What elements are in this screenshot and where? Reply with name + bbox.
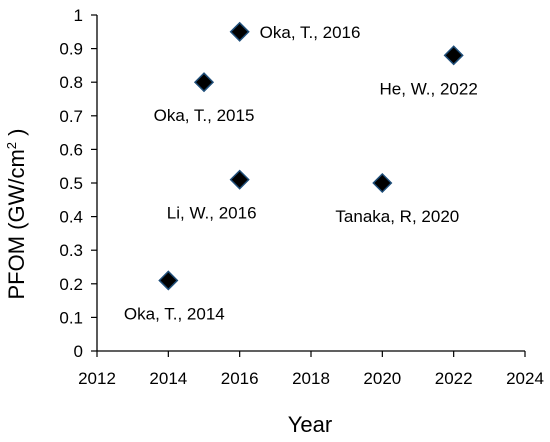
y-tick-label: 0.1 — [59, 308, 83, 327]
y-axis-title-superscript: 2 — [4, 142, 19, 149]
y-tick-label: 0.4 — [59, 208, 83, 227]
data-points — [158, 21, 464, 291]
y-axis-title-end: ) — [4, 129, 29, 142]
point-annotations: Oka, T., 2014 Oka, T., 2015 Oka, T., 2016 L… — [124, 23, 478, 324]
x-tick-label: 2012 — [78, 369, 116, 388]
x-tick-label: 2022 — [435, 369, 473, 388]
data-point-diamond — [229, 21, 250, 42]
y-tick-label: 0.8 — [59, 73, 83, 92]
point-annotation-label: Oka, T., 2015 — [154, 106, 255, 125]
y-tick-label: 0.2 — [59, 275, 83, 294]
y-tick-label: 0.7 — [59, 107, 83, 126]
data-point-diamond — [372, 172, 393, 194]
x-tick-label: 2020 — [363, 369, 401, 388]
y-axis-title: PFOM (GW/cm2 ) — [4, 129, 29, 300]
data-point-diamond — [158, 270, 179, 291]
y-tick-label: 0.9 — [59, 40, 83, 59]
point-annotation-label: Tanaka, R, 2020 — [335, 207, 459, 226]
y-tick-label: 1 — [74, 6, 83, 25]
data-point-diamond — [193, 72, 215, 93]
data-point-diamond — [229, 169, 250, 190]
data-point-diamond — [443, 45, 464, 66]
ticks: 0 0.1 0.2 0.3 0.4 0.5 0.6 0.7 0.8 0.9 1 2012 2014 201… — [59, 6, 544, 388]
point-annotation-label: Li, W., 2016 — [167, 204, 257, 223]
x-axis-title: Year — [288, 412, 332, 437]
y-tick-label: 0.6 — [59, 140, 83, 159]
point-annotation-label: Oka, T., 2014 — [124, 304, 225, 323]
x-tick-label: 2018 — [292, 369, 330, 388]
y-axis-title-main: PFOM (GW/cm — [4, 149, 29, 299]
x-tick-label: 2014 — [149, 369, 187, 388]
y-tick-label: 0 — [74, 342, 83, 361]
point-annotation-label: Oka, T., 2016 — [260, 23, 361, 42]
x-tick-label: 2024 — [506, 369, 544, 388]
y-tick-label: 0.3 — [59, 241, 83, 260]
x-tick-label: 2016 — [221, 369, 259, 388]
point-annotation-label: He, W., 2022 — [380, 79, 478, 98]
y-tick-label: 0.5 — [59, 174, 83, 193]
axes — [96, 15, 525, 352]
